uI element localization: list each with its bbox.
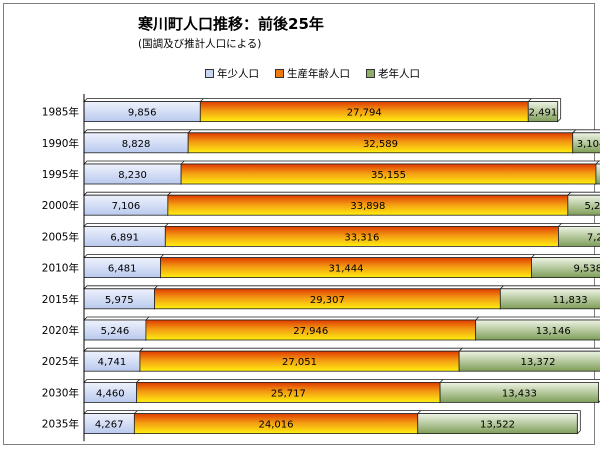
category-label: 2000年 <box>42 199 79 212</box>
data-label-working: 32,589 <box>363 139 398 150</box>
bar-elderly <box>558 225 600 247</box>
data-label-working: 35,155 <box>371 170 406 181</box>
legend-item-elderly: 老年人口 <box>366 66 420 81</box>
bar-elderly <box>417 413 578 435</box>
bar-depth-elderly <box>557 222 600 227</box>
data-label-elderly: 5,242 <box>584 201 600 212</box>
category-label: 2020年 <box>42 324 79 337</box>
category-label: 2035年 <box>42 418 79 431</box>
category-label: 2025年 <box>42 355 79 368</box>
data-label-working: 31,444 <box>328 264 363 275</box>
data-label-elderly: 11,833 <box>553 295 588 306</box>
data-label-elderly: 13,146 <box>536 326 571 337</box>
bar-elderly <box>458 350 600 372</box>
data-label-young: 4,267 <box>95 420 124 431</box>
chart-legend: 年少人口 生産年齢人口 老年人口 <box>205 66 420 81</box>
bar-depth-elderly <box>499 285 600 290</box>
data-label-elderly: 2,491 <box>529 108 558 119</box>
legend-swatch-young <box>205 69 214 78</box>
bar-elderly <box>595 163 600 185</box>
bar-elderly <box>499 288 600 310</box>
bar-depth-elderly <box>530 254 600 259</box>
data-label-working: 27,051 <box>282 357 317 368</box>
category-label: 2005年 <box>42 230 79 243</box>
legend-item-young: 年少人口 <box>205 66 259 81</box>
data-label-young: 4,460 <box>96 388 125 399</box>
legend-label-working: 生産年齢人口 <box>287 68 350 80</box>
data-label-young: 9,856 <box>128 108 157 119</box>
legend-label-elderly: 老年人口 <box>378 68 420 80</box>
bar-elderly <box>572 132 600 154</box>
data-label-young: 5,975 <box>105 295 134 306</box>
data-label-elderly: 13,433 <box>502 388 537 399</box>
category-label: 1995年 <box>42 168 79 181</box>
data-label-young: 6,891 <box>110 232 139 243</box>
legend-item-working: 生産年齢人口 <box>275 66 350 81</box>
data-label-young: 8,230 <box>118 170 147 181</box>
data-label-elderly: 7,248 <box>587 232 600 243</box>
category-label: 2015年 <box>42 293 79 306</box>
chart-title: 寒川町人口推移：前後25年 <box>138 15 324 33</box>
chart-subtitle: (国調及び推計人口による) <box>138 38 262 50</box>
data-label-working: 33,898 <box>350 201 385 212</box>
category-label: 2030年 <box>42 386 79 399</box>
category-label: 1990年 <box>42 137 79 150</box>
data-label-working: 33,316 <box>344 232 379 243</box>
category-label: 2010年 <box>42 262 79 275</box>
data-label-young: 8,828 <box>122 139 151 150</box>
bar-depth-elderly <box>474 316 600 321</box>
legend-swatch-working <box>275 69 284 78</box>
data-label-working: 27,794 <box>347 108 382 119</box>
data-label-young: 4,741 <box>98 357 127 368</box>
data-label-working: 27,946 <box>293 326 328 337</box>
bar-elderly <box>531 257 600 279</box>
bar-depth-elderly <box>594 160 600 165</box>
legend-swatch-elderly <box>366 69 375 78</box>
data-label-elderly: 3,104 <box>577 139 600 150</box>
data-label-elderly: 13,372 <box>521 357 556 368</box>
data-label-elderly: 13,522 <box>480 420 515 431</box>
data-label-young: 7,106 <box>112 201 141 212</box>
data-label-young: 6,481 <box>108 264 137 275</box>
legend-label-young: 年少人口 <box>217 68 259 80</box>
bar-elderly <box>567 194 600 216</box>
category-label: 1985年 <box>42 106 79 119</box>
data-label-elderly: 9,538 <box>573 264 600 275</box>
bar-depth-elderly <box>571 129 600 134</box>
data-label-working: 25,717 <box>271 388 306 399</box>
bar-depth-elderly <box>566 191 600 196</box>
bar-elderly <box>527 101 559 122</box>
data-label-working: 24,016 <box>259 420 294 431</box>
bar-elderly <box>475 319 600 341</box>
data-label-young: 5,246 <box>101 326 130 337</box>
bar-elderly <box>439 381 599 403</box>
data-label-working: 29,307 <box>310 295 345 306</box>
bar-depth-elderly <box>458 347 600 352</box>
